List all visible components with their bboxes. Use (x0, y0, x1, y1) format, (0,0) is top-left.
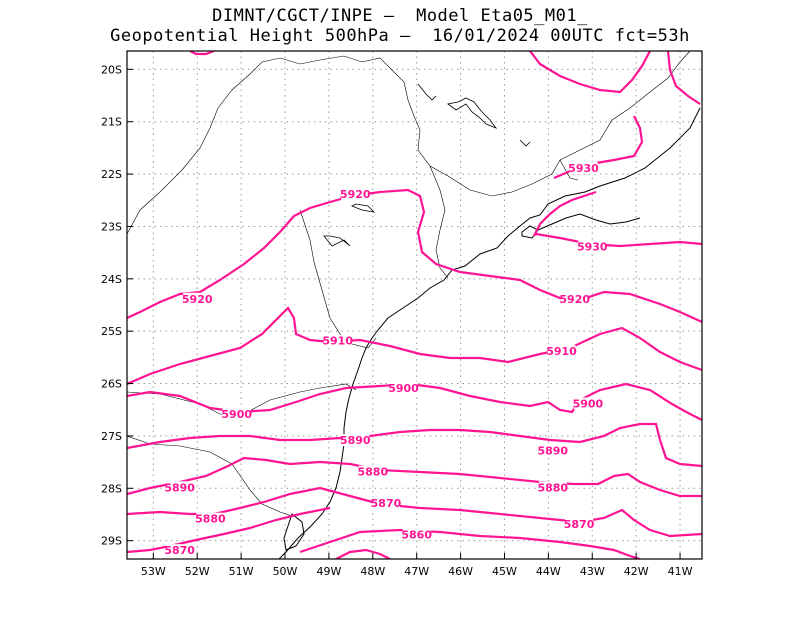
contour-label-bg (196, 512, 225, 525)
contour-label: 5890 (537, 445, 568, 458)
lon-tick-label: 50W (273, 565, 298, 578)
contour-label-bg (341, 188, 370, 201)
lat-tick-label: 27S (101, 430, 122, 443)
contour-label: 5900 (221, 408, 252, 421)
height-contours (127, 51, 702, 559)
contour-label-bg (578, 240, 607, 253)
latitude-axis: 20S 21S 22S 23S 24S 25S 26S 27S 28S 29S (101, 63, 133, 548)
map-title-line2: Geopotential Height 500hPa – 16/01/2024 … (110, 26, 690, 46)
contour-label-bg (358, 465, 387, 478)
contour-label: 5910 (546, 345, 577, 358)
lat-tick-label: 28S (101, 482, 122, 495)
contour-label-bg (183, 292, 212, 305)
contour-5910 (127, 306, 702, 386)
contour-label-bg (565, 517, 594, 530)
lat-tick-label: 29S (101, 535, 122, 548)
contour-label-bg (538, 444, 567, 457)
map-title-line1: DIMNT/CGCT/INPE – Model Eta05_M01_ (212, 6, 588, 26)
contour-label: 5920 (340, 188, 371, 201)
contour-5920 (127, 188, 702, 324)
lon-tick-label: 49W (316, 565, 341, 578)
contour-label-bg (547, 345, 576, 358)
graticule (127, 51, 702, 559)
contour-5880 (127, 456, 702, 498)
lat-tick-label: 26S (101, 378, 122, 391)
rivers (323, 83, 531, 247)
plot-frame (126, 50, 703, 560)
contour-label-bg (323, 334, 352, 347)
lon-tick-label: 41W (668, 565, 693, 578)
contour-5930-south (533, 190, 702, 248)
contour-5930-east (666, 51, 701, 105)
contour-label-bg (573, 397, 602, 410)
contour-label: 5920 (182, 293, 213, 306)
contour-label-bg (560, 292, 589, 305)
contour-label: 5880 (195, 513, 226, 526)
contour-label: 5880 (537, 481, 568, 494)
longitude-axis: 53W 52W 51W 50W 49W 48W 47W 46W 45W 44W 43W 42W 41W (141, 553, 693, 578)
lon-tick-label: 51W (229, 565, 254, 578)
lagoon (283, 513, 305, 551)
lon-tick-label: 43W (580, 565, 605, 578)
lon-tick-label: 45W (492, 565, 517, 578)
contour-label: 5860 (401, 528, 432, 541)
state-borders (127, 51, 691, 517)
contour-label-bg (538, 481, 567, 494)
lat-tick-label: 25S (101, 325, 122, 338)
contour-5930-north (529, 51, 651, 94)
contour-5890 (127, 422, 702, 468)
lon-tick-label: 44W (536, 565, 561, 578)
lat-tick-label: 22S (101, 168, 122, 181)
lat-tick-label: 23S (101, 220, 122, 233)
contour-label-bg (341, 434, 370, 447)
contour-label: 5900 (573, 398, 604, 411)
contour-label: 5890 (340, 434, 371, 447)
contour-label-bg (569, 161, 598, 174)
coastline (278, 107, 701, 559)
contour-label-bg (389, 381, 418, 394)
contour-label-bg (165, 481, 194, 494)
lat-tick-label: 21S (101, 116, 122, 129)
contour-label-bg (402, 528, 431, 541)
lat-tick-label: 20S (101, 63, 122, 76)
contour-5860 (299, 528, 641, 559)
contour-label: 5880 (357, 466, 388, 479)
contour-label: 5920 (559, 293, 590, 306)
lon-tick-label: 46W (448, 565, 473, 578)
contour-label: 5890 (164, 481, 195, 494)
contour-labels: 5920 5930 5930 5920 5920 5910 5910 5900 5900 5900… (164, 161, 608, 557)
contour-label: 5910 (322, 335, 353, 348)
coast-detail (537, 213, 641, 231)
contour-label: 5900 (388, 382, 419, 395)
contour-label: 5930 (568, 162, 599, 175)
contour-5850 (335, 548, 391, 559)
lon-tick-label: 52W (185, 565, 210, 578)
map-features: 5920 5930 5930 5920 5920 5910 5910 5900 5900 5900… (127, 51, 702, 559)
contour-label-bg (222, 407, 251, 420)
contour-label: 5870 (164, 544, 195, 557)
contour-label: 5930 (577, 240, 608, 253)
contour-label-bg (371, 497, 400, 510)
contour-label: 5870 (371, 497, 402, 510)
lon-tick-label: 48W (360, 565, 385, 578)
contour-label-bg (165, 544, 194, 557)
contour-5870-west (127, 506, 331, 554)
lat-tick-label: 24S (101, 273, 122, 286)
contour-label: 5870 (564, 518, 595, 531)
contour-5870 (127, 486, 702, 538)
contour-top-left (189, 51, 215, 56)
lon-tick-label: 53W (141, 565, 166, 578)
lon-tick-label: 42W (624, 565, 649, 578)
lon-tick-label: 47W (404, 565, 429, 578)
